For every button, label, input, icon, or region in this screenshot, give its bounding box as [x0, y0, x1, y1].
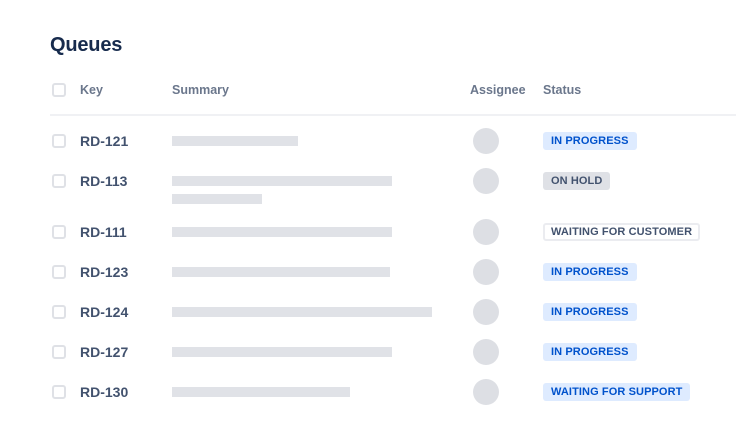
status-badge: IN PROGRESS	[543, 132, 637, 150]
row-assignee-cell	[470, 379, 543, 405]
column-header-key: Key	[80, 83, 103, 97]
assignee-avatar	[473, 299, 499, 325]
assignee-avatar	[473, 168, 499, 194]
row-key-cell: RD-123	[80, 260, 172, 284]
issue-key-link[interactable]: RD-113	[80, 173, 128, 189]
row-status-cell: ON HOLD	[543, 169, 736, 193]
column-header-assignee: Assignee	[470, 83, 526, 97]
assignee-avatar	[473, 339, 499, 365]
table-row[interactable]: RD-121 IN PROGRESS	[50, 121, 736, 161]
row-key-cell: RD-113	[80, 169, 172, 193]
table-row[interactable]: RD-130 WAITING FOR SUPPORT	[50, 372, 736, 412]
row-summary-cell	[172, 129, 470, 146]
row-status-cell: IN PROGRESS	[543, 260, 736, 284]
row-key-cell: RD-121	[80, 129, 172, 153]
row-assignee-cell	[470, 168, 543, 194]
row-status-cell: WAITING FOR SUPPORT	[543, 380, 736, 404]
table-row[interactable]: RD-111 WAITING FOR CUSTOMER	[50, 212, 736, 252]
assignee-avatar	[473, 128, 499, 154]
row-checkbox[interactable]	[52, 134, 66, 148]
summary-placeholder-bar	[172, 347, 392, 357]
row-status-cell: IN PROGRESS	[543, 340, 736, 364]
status-badge: IN PROGRESS	[543, 343, 637, 361]
row-checkbox-cell	[50, 300, 80, 324]
summary-placeholder-bar	[172, 194, 262, 204]
issue-key-link[interactable]: RD-121	[80, 133, 129, 149]
row-key-cell: RD-130	[80, 380, 172, 404]
column-header-summary: Summary	[172, 83, 229, 97]
row-checkbox[interactable]	[52, 174, 66, 188]
row-status-cell: IN PROGRESS	[543, 300, 736, 324]
row-key-cell: RD-111	[80, 220, 172, 244]
row-status-cell: IN PROGRESS	[543, 129, 736, 153]
row-checkbox-cell	[50, 169, 80, 193]
status-badge: WAITING FOR SUPPORT	[543, 383, 691, 401]
queue-rows: RD-121 IN PROGRESS RD-113 ON HOLD RD-111	[50, 121, 736, 412]
table-row[interactable]: RD-124 IN PROGRESS	[50, 292, 736, 332]
assignee-avatar	[473, 259, 499, 285]
issue-key-link[interactable]: RD-127	[80, 344, 129, 360]
summary-placeholder-bar	[172, 136, 298, 146]
row-summary-cell	[172, 260, 470, 277]
summary-placeholder-bar	[172, 387, 350, 397]
issue-key-link[interactable]: RD-111	[80, 224, 127, 240]
table-header: Key Summary Assignee Status	[50, 78, 736, 116]
issue-key-link[interactable]: RD-123	[80, 264, 129, 280]
row-assignee-cell	[470, 259, 543, 285]
row-assignee-cell	[470, 339, 543, 365]
row-checkbox[interactable]	[52, 305, 66, 319]
summary-placeholder-bar	[172, 307, 432, 317]
status-badge: ON HOLD	[543, 172, 611, 190]
row-checkbox-cell	[50, 220, 80, 244]
page-title: Queues	[50, 34, 123, 56]
row-key-cell: RD-127	[80, 340, 172, 364]
row-assignee-cell	[470, 219, 543, 245]
issue-key-link[interactable]: RD-130	[80, 384, 129, 400]
row-summary-cell	[172, 300, 470, 317]
assignee-avatar	[473, 219, 499, 245]
row-checkbox[interactable]	[52, 345, 66, 359]
row-checkbox-cell	[50, 380, 80, 404]
table-row[interactable]: RD-123 IN PROGRESS	[50, 252, 736, 292]
row-summary-cell	[172, 380, 470, 397]
row-summary-cell	[172, 340, 470, 357]
row-checkbox-cell	[50, 340, 80, 364]
row-checkbox-cell	[50, 129, 80, 153]
row-key-cell: RD-124	[80, 300, 172, 324]
summary-placeholder-bar	[172, 267, 390, 277]
header-checkbox-cell	[50, 78, 80, 102]
row-assignee-cell	[470, 128, 543, 154]
status-badge: IN PROGRESS	[543, 303, 637, 321]
row-status-cell: WAITING FOR CUSTOMER	[543, 220, 736, 244]
row-checkbox[interactable]	[52, 225, 66, 239]
row-summary-cell	[172, 220, 470, 237]
select-all-checkbox[interactable]	[52, 83, 66, 97]
status-badge: IN PROGRESS	[543, 263, 637, 281]
column-header-status: Status	[543, 83, 582, 97]
row-checkbox-cell	[50, 260, 80, 284]
row-checkbox[interactable]	[52, 265, 66, 279]
table-row[interactable]: RD-127 IN PROGRESS	[50, 332, 736, 372]
row-assignee-cell	[470, 299, 543, 325]
status-badge: WAITING FOR CUSTOMER	[543, 223, 701, 241]
assignee-avatar	[473, 379, 499, 405]
summary-placeholder-bar	[172, 176, 392, 186]
summary-placeholder-bar	[172, 227, 392, 237]
row-checkbox[interactable]	[52, 385, 66, 399]
issue-key-link[interactable]: RD-124	[80, 304, 129, 320]
table-row[interactable]: RD-113 ON HOLD	[50, 161, 736, 212]
row-summary-cell	[172, 169, 470, 204]
